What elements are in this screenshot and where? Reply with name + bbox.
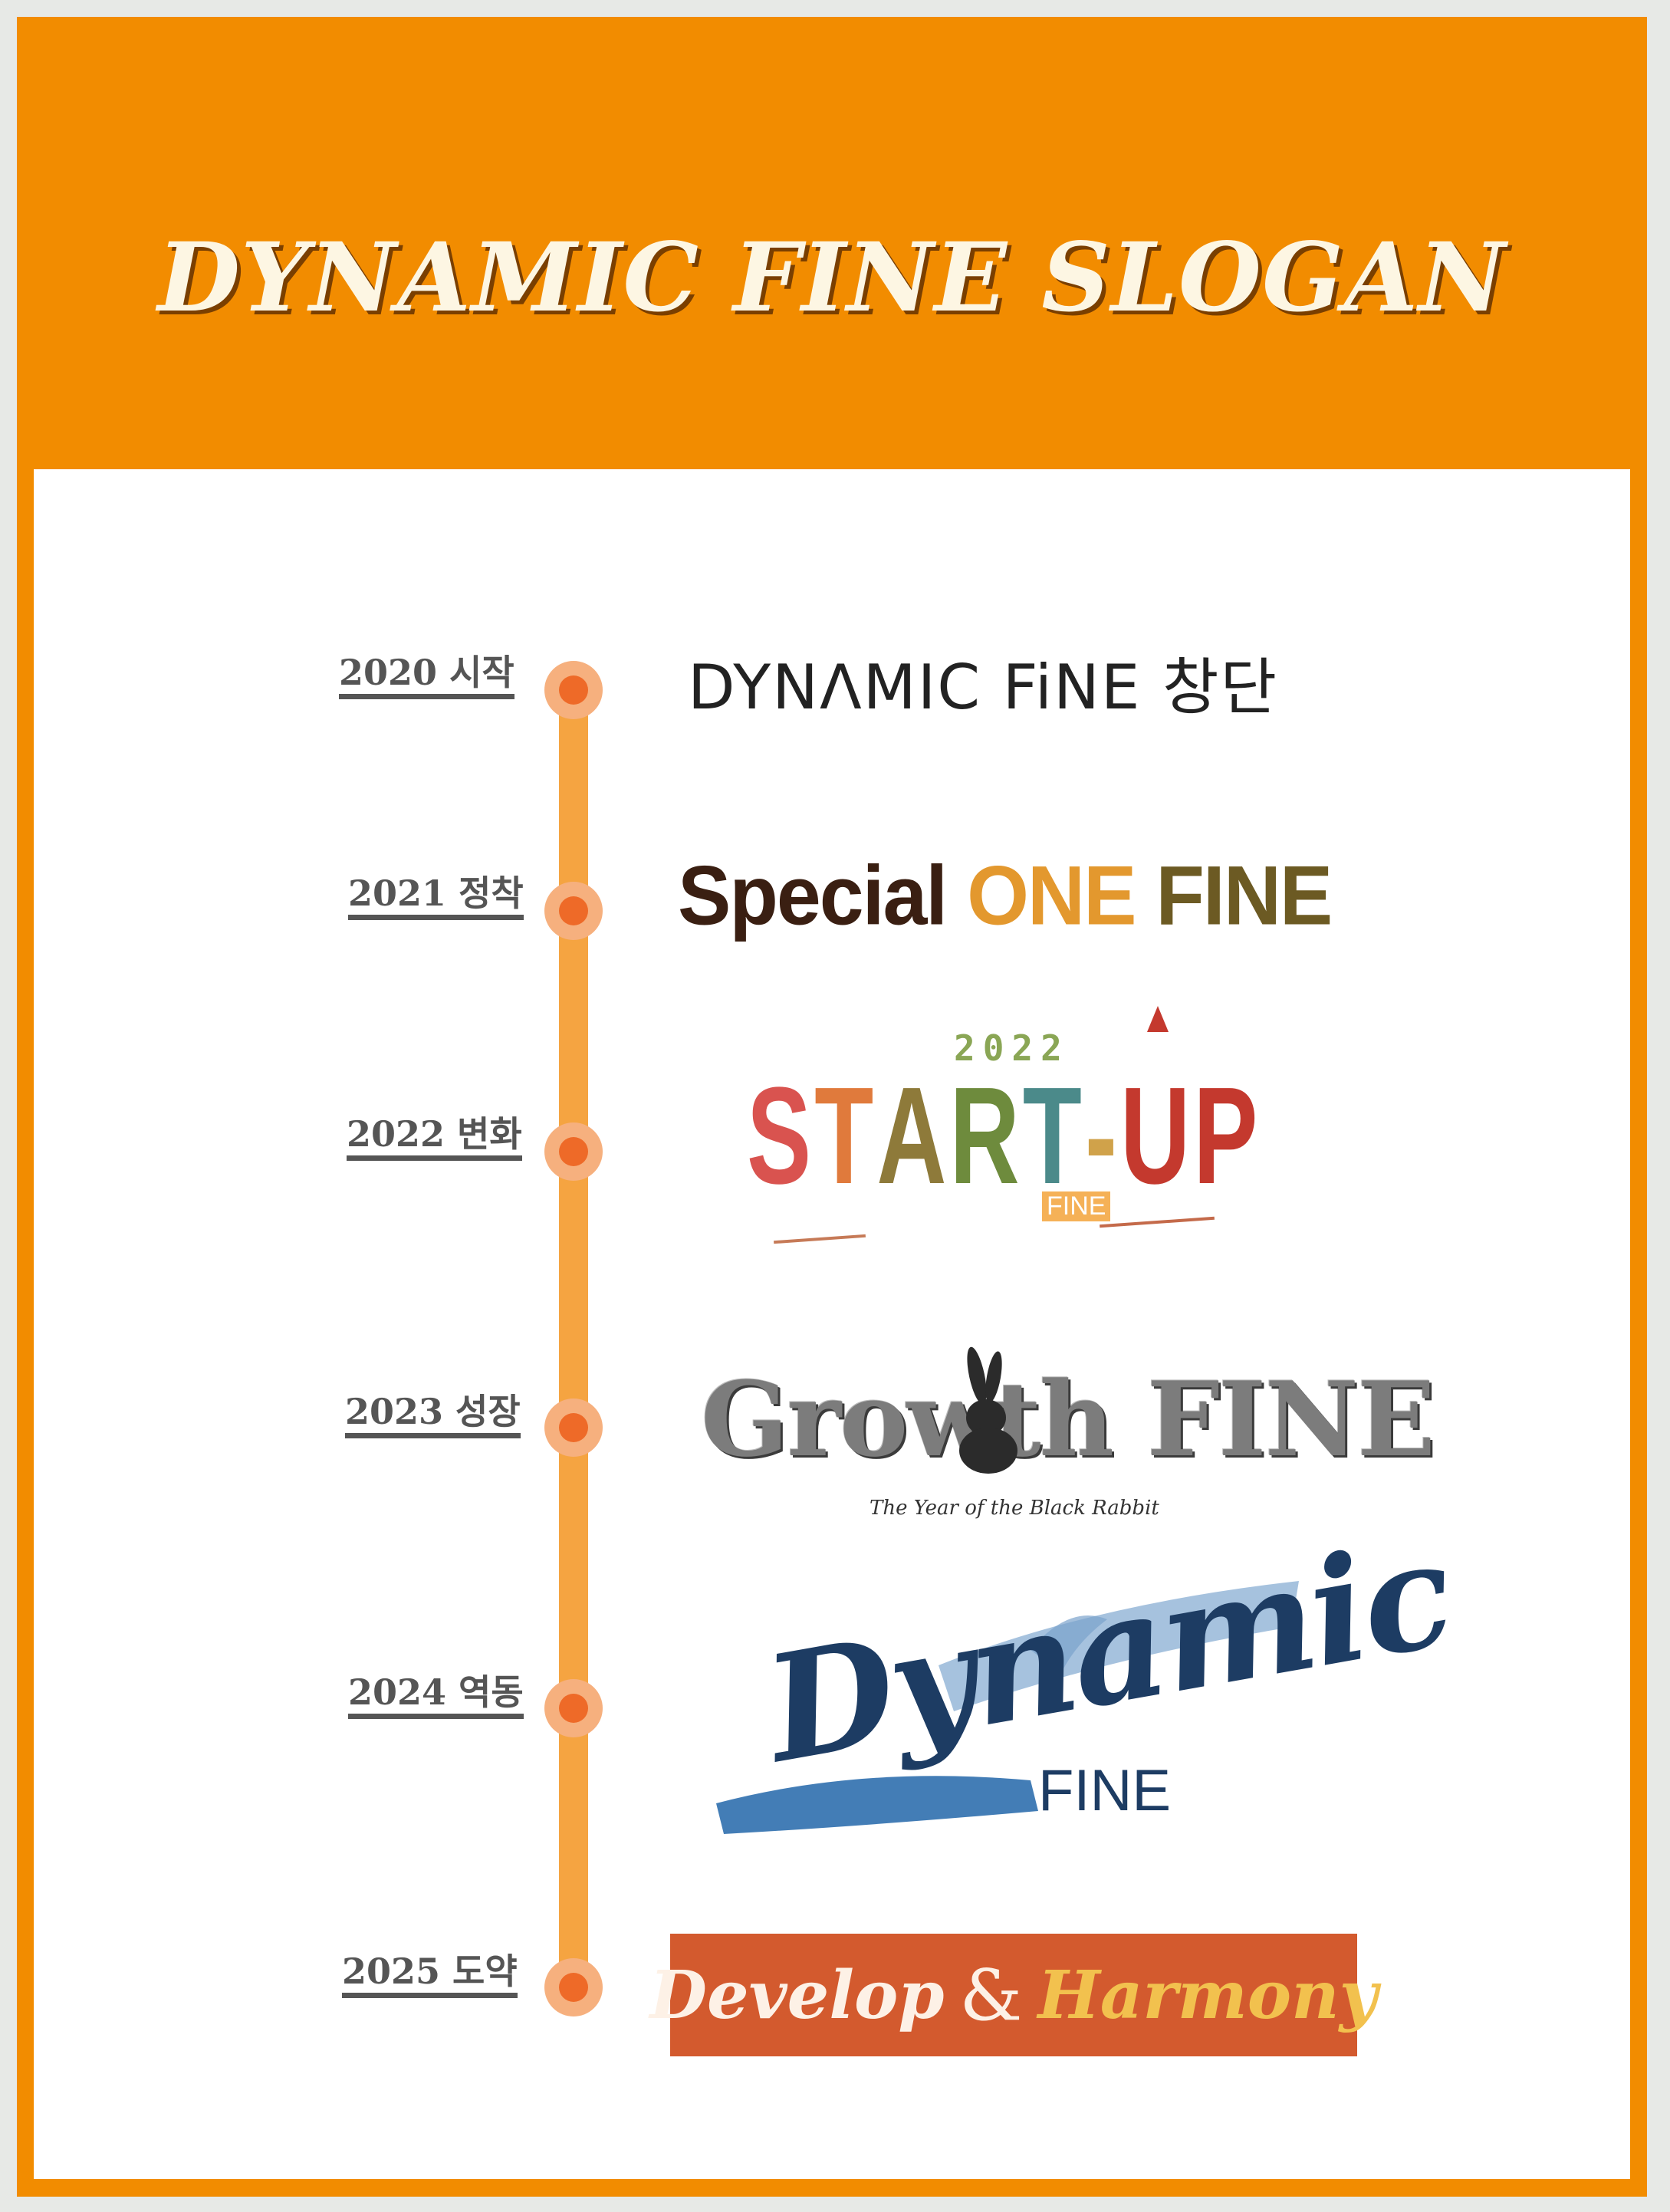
logo-2020-founding: DYNΛMIC FiNE 창단 (688, 652, 1279, 723)
poster-frame: DYNAMIC FINE SLOGAN 2020 시작 2021 정착 2022… (17, 17, 1647, 2197)
year-label-2023: 2023 성장 (345, 1392, 521, 1438)
year-label-2020: 2020 시작 (339, 653, 514, 699)
rabbit-icon (959, 1346, 1017, 1474)
decor-line-right (1100, 1216, 1215, 1228)
year-label-2025: 2025 도약 (342, 1952, 518, 1998)
logo-word-one: ONE (967, 850, 1136, 943)
timeline-dot-2023 (544, 1399, 603, 1457)
page-title: DYNAMIC FINE SLOGAN (157, 222, 1507, 334)
logo-year: 2022 (954, 1027, 1070, 1069)
logo-subtitle: The Year of the Black Rabbit (870, 1497, 1159, 1520)
decor-line-left (774, 1234, 866, 1244)
logo-2023-growth-fine: Growth FINE The Year of the Black Rabbit (701, 1346, 1435, 1520)
logo-ampersand: & (959, 1954, 1023, 2036)
brush-stroke-icon (716, 1581, 1299, 1834)
year-label-2024: 2024 역동 (348, 1673, 524, 1719)
timeline-dot-2021 (544, 882, 603, 940)
logo-letter: S (747, 1059, 815, 1213)
logo-letter: T (814, 1059, 877, 1213)
timeline-panel: 2020 시작 2021 정착 2022 변화 2023 성장 2024 역동 … (34, 469, 1630, 2179)
logo-2025-develop-harmony: Develop & Harmony (649, 1934, 1378, 2056)
logo-tag-fine: FINE (1042, 1191, 1111, 1221)
logo-letter: R (949, 1059, 1023, 1213)
timeline-dot-2024 (544, 1679, 603, 1737)
year-label-2021: 2021 정착 (348, 874, 524, 920)
logo-letter: T (1022, 1059, 1085, 1213)
logo-word-fine: FINE (1156, 850, 1333, 943)
logo-2021-special-one-fine: Special ONE FINE (678, 849, 1333, 945)
timeline-dot-2025 (544, 1958, 603, 2016)
logo-word-special: Special (678, 850, 948, 943)
logo-letter: U (1120, 1059, 1194, 1213)
arrow-up-icon (1147, 1006, 1169, 1032)
logo-word-develop: Develop (649, 1956, 945, 2034)
year-label-2022: 2022 변화 (347, 1115, 522, 1161)
timeline-dot-2022 (544, 1122, 603, 1181)
logo-2024-dynamic-fine: Dynamic FINE (708, 1507, 1461, 1880)
logo-2022-start-up: 2022 START-UP FINE (747, 1004, 1257, 1257)
logo-word-harmony: Harmony (1037, 1956, 1378, 2034)
logo-letter: P (1193, 1059, 1261, 1213)
logo-tag-fine: FINE (1038, 1758, 1172, 1823)
logo-letter: A (876, 1059, 950, 1213)
logo-word-start-up: START-UP (747, 1057, 1261, 1215)
logo-letter: - (1084, 1059, 1121, 1213)
logo-word-growth-fine: Growth FINE (701, 1359, 1435, 1480)
timeline-dot-2020 (544, 661, 603, 719)
